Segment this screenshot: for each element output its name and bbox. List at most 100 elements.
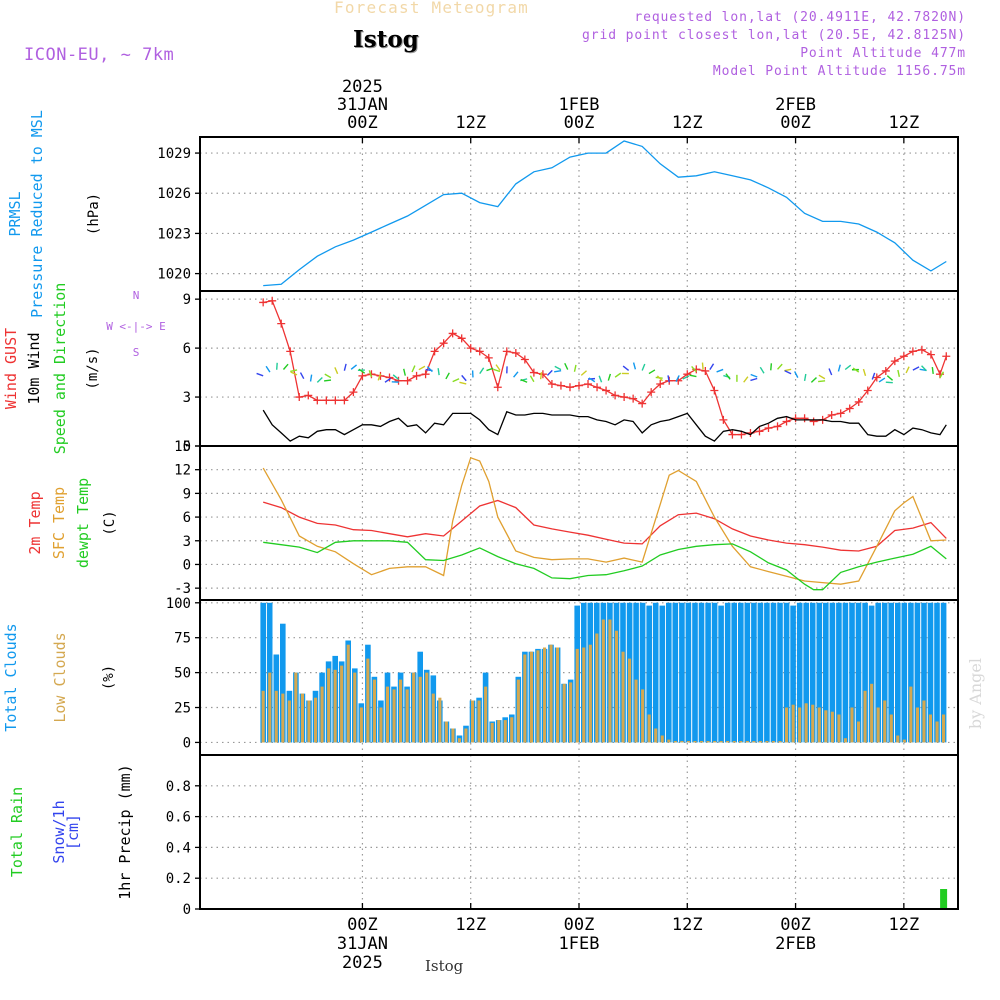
series-point [629,394,638,403]
bar-low-clouds [274,690,278,743]
bar-total-clouds [705,602,711,743]
bar-low-clouds [431,693,435,743]
bar-low-clouds [385,686,389,743]
wind-arrow [862,368,867,377]
bar-total-clouds [868,605,875,743]
wind-arrow [656,375,663,382]
wind-arrow [452,378,460,383]
bar-low-clouds [457,738,461,743]
bar-low-clouds [444,721,448,743]
series-point [926,350,935,359]
bar-low-clouds [510,717,514,743]
wind-arrow [554,370,562,373]
bar-total-clouds [666,602,672,743]
y-axis-label: Speed and Direction [51,283,69,455]
series-point [295,393,304,402]
bar-low-clouds [804,703,808,743]
bar-low-clouds [366,658,370,743]
series-point [899,352,908,361]
series-point [385,373,394,382]
bar-low-clouds [281,693,285,743]
wind-arrow [554,365,562,371]
y-tick-label: 6 [183,510,191,526]
bar-low-clouds [372,679,376,743]
series-point [638,399,647,408]
wind-arrow [324,373,332,379]
wind-arrow [546,369,553,376]
bar-total-clouds [829,602,836,743]
bar-low-clouds [346,644,350,743]
wind-arrow [282,363,289,370]
bar-total-clouds [718,605,724,743]
y-tick-label: -3 [174,581,191,597]
bar-low-clouds [824,710,828,743]
series-point [304,391,313,400]
bar-low-clouds [503,720,507,743]
y-tick-label: 6 [183,341,191,357]
y-tick-label: 0.6 [166,810,191,826]
bar-low-clouds [863,690,867,743]
bar-total-clouds [783,602,790,743]
bar-low-clouds [752,741,756,743]
bar-total-clouds [809,602,816,743]
y-tick-label: 75 [174,631,191,647]
bar-low-clouds [392,689,396,743]
bar-low-clouds [667,739,671,743]
series-line [263,140,947,287]
wind-arrow [641,363,646,371]
series-point [881,366,890,375]
bar-low-clouds [516,679,520,743]
y-axis-label: (m/s) [85,347,101,389]
series-point [349,388,358,397]
bar-low-clouds [268,672,272,743]
wind-arrow [598,375,603,383]
y-tick-label: 3 [183,390,191,406]
series-point [268,296,277,305]
bottom-time-label: 00Z [347,915,378,935]
wind-arrow [445,372,450,380]
wind-arrow [564,362,569,370]
y-axis-label: (hPa) [86,193,102,235]
compass-west-east: W <-|-> E [106,320,166,333]
bar-total-clouds [823,602,829,743]
series-point [800,414,809,423]
series-point [403,376,412,385]
wind-arrow [343,363,347,371]
y-tick-label: 9 [183,292,191,308]
series-line [263,540,947,591]
series-point [656,380,665,388]
wind-arrow [513,371,519,378]
y-tick-label: 3 [183,534,191,550]
bar-low-clouds [412,672,416,743]
bar-total-clouds [260,602,266,743]
wind-arrow [852,367,860,373]
bottom-time-label: 12Z [672,915,703,935]
bar-low-clouds [928,714,932,743]
y-tick-label: 0 [183,439,191,455]
bar-low-clouds [287,700,291,743]
bar-total-clouds [679,602,685,743]
wind-arrow [580,370,587,376]
bottom-time-label: 1FEB [559,934,600,954]
bottom-time-label: 12Z [455,915,486,935]
bar-low-clouds [817,707,821,743]
series-point [854,397,863,406]
series-point [845,404,854,413]
bar-total-clouds [796,602,803,743]
y-tick-label: 0.8 [166,779,191,795]
wind-arrow [810,377,817,383]
bar-low-clouds [425,672,429,743]
wind-arrow [299,372,305,380]
bar-low-clouds [719,741,723,743]
wind-arrow [309,374,313,382]
bar-low-clouds [588,644,592,743]
bottom-time-label: 31JAN [337,934,388,954]
series-point [313,396,322,405]
wind-arrow [411,365,416,373]
y-tick-label: 25 [174,701,191,717]
bar-total-clouds [777,602,783,743]
supertitle: Forecast Meteogram [334,0,529,17]
wind-arrow [459,381,467,385]
wind-arrow [265,365,271,373]
